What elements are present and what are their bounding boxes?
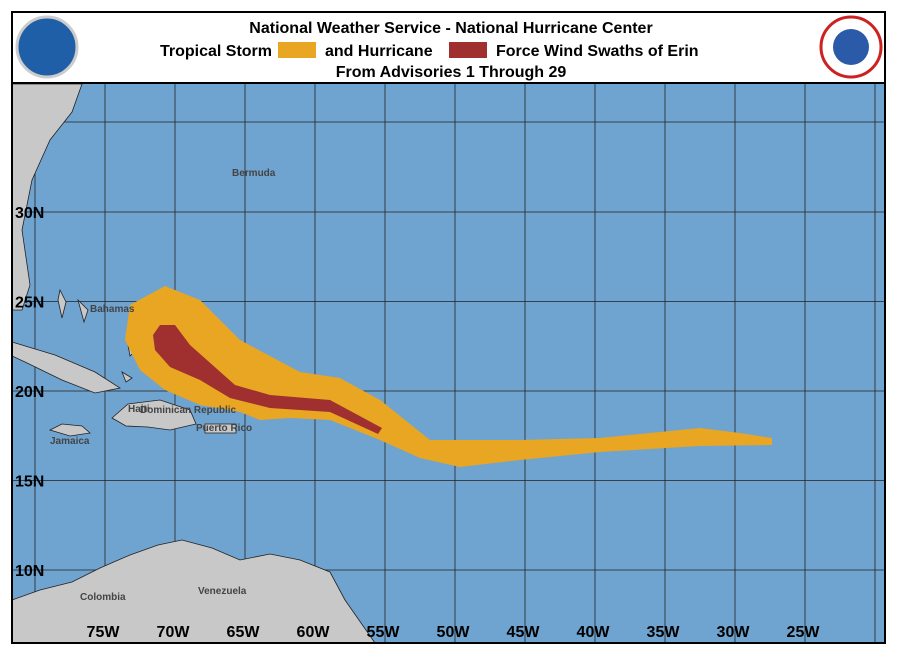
legend-swatch	[278, 42, 316, 58]
longitude-label: 65W	[227, 624, 261, 641]
latitude-label: 25N	[15, 295, 44, 312]
place-label: Haiti	[128, 404, 150, 415]
title: National Weather Service - National Hurr…	[249, 20, 652, 37]
longitude-label: 50W	[437, 624, 471, 641]
nws-logo-inner	[833, 29, 869, 65]
noaa-logo	[15, 15, 79, 79]
longitude-label: 35W	[647, 624, 681, 641]
legend-label: and Hurricane	[325, 43, 433, 60]
axis-labels: 75W 70W 65W 60W 55W 50W 45W 40W 35W 30W 25W 30N 25N 2…	[15, 205, 820, 641]
longitude-label: 45W	[507, 624, 541, 641]
legend-label: Tropical Storm	[160, 43, 272, 60]
longitude-label: 25W	[787, 624, 821, 641]
hurricane-swath	[153, 325, 382, 434]
place-label: Colombia	[80, 592, 126, 603]
place-label: Bermuda	[232, 168, 276, 179]
place-label: Bahamas	[90, 304, 135, 315]
header-box	[11, 11, 886, 84]
tropical-storm-swath	[125, 286, 772, 467]
longitude-label: 75W	[87, 624, 121, 641]
longitude-label: 40W	[577, 624, 611, 641]
longitude-label: 55W	[367, 624, 401, 641]
latitude-label: 15N	[15, 474, 44, 491]
latitude-label: 20N	[15, 384, 44, 401]
legend-swatch	[449, 42, 487, 58]
graticule	[12, 83, 885, 643]
latitude-label: 10N	[15, 563, 44, 580]
place-label: Puerto Rico	[196, 423, 252, 434]
longitude-label: 30W	[717, 624, 751, 641]
place-labels: Bermuda Bahamas Dominican Republic Haiti…	[50, 168, 276, 603]
longitude-label: 60W	[297, 624, 331, 641]
latitude-label: 30N	[15, 205, 44, 222]
place-label: Jamaica	[50, 436, 90, 447]
legend-label: Force Wind Swaths of Erin	[496, 43, 699, 60]
place-label: Venezuela	[198, 586, 247, 597]
place-label: Dominican Republic	[140, 405, 237, 416]
land	[11, 83, 376, 644]
subtitle: From Advisories 1 Through 29	[336, 64, 567, 81]
longitude-label: 70W	[157, 624, 191, 641]
